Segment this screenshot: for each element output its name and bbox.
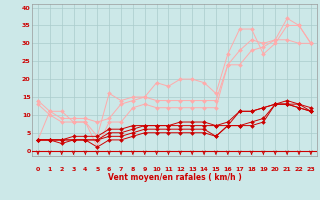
X-axis label: Vent moyen/en rafales ( km/h ): Vent moyen/en rafales ( km/h ) [108,174,241,182]
